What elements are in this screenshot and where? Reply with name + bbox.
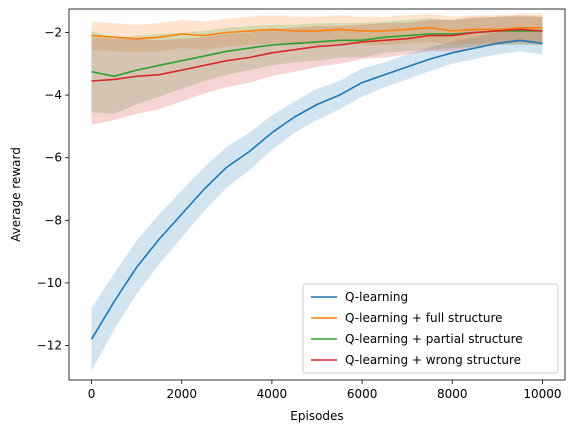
series-line-3: [91, 28, 543, 82]
x-axis-ticks: 0 2000 4000 6000 8000 10000: [88, 380, 562, 401]
x-tick-label: 2000: [166, 387, 197, 401]
confidence-band-3: [91, 15, 543, 125]
x-tick-label: 6000: [347, 387, 378, 401]
y-axis-label: Average reward: [9, 147, 23, 242]
y-tick-label: −2: [44, 25, 62, 39]
confidence-band-0: [91, 29, 543, 371]
x-axis-label: Episodes: [290, 409, 343, 423]
legend-box: [302, 283, 559, 374]
legend-entry-1: Q-learning + full structure: [345, 311, 503, 325]
y-tick-label: −8: [44, 213, 62, 227]
plot-frame: [68, 8, 566, 381]
confidence-bands: [91, 13, 543, 371]
confidence-band-1: [91, 13, 543, 53]
confidence-band-2: [91, 16, 543, 114]
y-tick-label: −12: [37, 339, 62, 353]
y-axis-ticks: −12 −10 −8 −6 −4 −2: [37, 25, 69, 353]
y-tick-label: −6: [44, 151, 62, 165]
y-tick-label: −4: [44, 88, 62, 102]
y-tick-label: −10: [37, 276, 62, 290]
series-line-1: [91, 26, 543, 40]
series-line-0: [90, 39, 543, 340]
x-tick-label: 10000: [523, 387, 561, 401]
x-tick-label: 0: [88, 387, 96, 401]
x-tick-label: 8000: [437, 387, 468, 401]
legend-entry-2: Q-learning + partial structure: [345, 332, 523, 346]
x-tick-label: 4000: [257, 387, 288, 401]
legend-entry-3: Q-learning + wrong structure: [345, 353, 521, 367]
series-lines: [90, 26, 543, 340]
legend: Q-learning Q-learning + full structure Q-l…: [302, 283, 559, 374]
legend-entry-0: Q-learning: [345, 290, 408, 304]
